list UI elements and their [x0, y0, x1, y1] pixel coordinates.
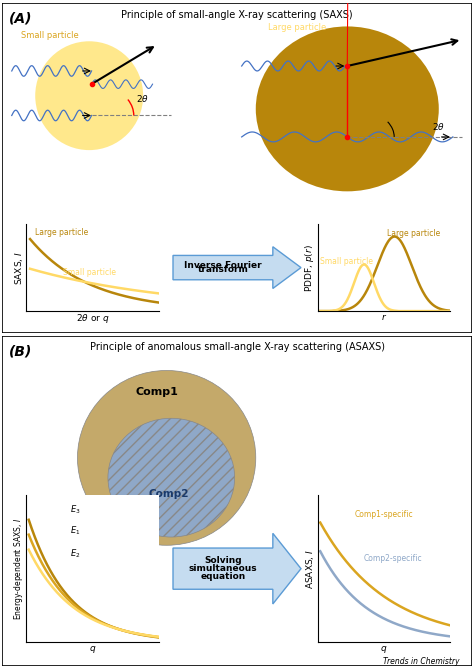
Text: $E_3$: $E_3$	[70, 504, 81, 516]
Text: $E_2$: $E_2$	[70, 548, 80, 561]
Text: Comp2-specific: Comp2-specific	[364, 555, 423, 563]
Polygon shape	[173, 247, 301, 288]
X-axis label: $2\theta$ or $q$: $2\theta$ or $q$	[76, 312, 109, 326]
Y-axis label: Energy-dependent SAXS, $I$: Energy-dependent SAXS, $I$	[12, 518, 25, 619]
Text: Large particle: Large particle	[387, 229, 440, 238]
Text: Large particle: Large particle	[267, 23, 326, 32]
Text: Comp1: Comp1	[136, 387, 179, 397]
Ellipse shape	[35, 41, 143, 150]
Polygon shape	[173, 533, 301, 604]
X-axis label: $q$: $q$	[89, 644, 96, 655]
Text: transform: transform	[198, 266, 248, 274]
Text: Principle of small-angle X-ray scattering (SAXS): Principle of small-angle X-ray scatterin…	[121, 10, 353, 20]
Text: Trends in Chemistry: Trends in Chemistry	[383, 657, 460, 666]
Text: equation: equation	[201, 572, 246, 581]
Text: (A): (A)	[9, 11, 33, 25]
Text: Large particle: Large particle	[36, 227, 89, 237]
X-axis label: $r$: $r$	[381, 312, 387, 322]
X-axis label: $q$: $q$	[380, 644, 388, 655]
Text: Small particle: Small particle	[320, 257, 373, 266]
Ellipse shape	[256, 27, 439, 191]
Y-axis label: PDDF, $p(r)$: PDDF, $p(r)$	[303, 244, 316, 292]
Text: Small particle: Small particle	[21, 31, 79, 40]
Y-axis label: ASAXS, $I$: ASAXS, $I$	[304, 549, 316, 589]
Ellipse shape	[77, 371, 256, 545]
Text: $2\theta$: $2\theta$	[432, 121, 445, 132]
Text: Comp1-specific: Comp1-specific	[355, 510, 413, 519]
Text: (B): (B)	[9, 344, 33, 358]
Text: Inverse Fourier: Inverse Fourier	[184, 261, 262, 270]
Text: Principle of anomalous small-angle X-ray scattering (ASAXS): Principle of anomalous small-angle X-ray…	[90, 343, 384, 353]
Text: Solving: Solving	[204, 556, 242, 565]
Text: Comp2: Comp2	[149, 489, 189, 499]
Y-axis label: SAXS, $I$: SAXS, $I$	[13, 251, 25, 284]
Text: $2\theta$: $2\theta$	[136, 93, 149, 104]
Text: $E_1$: $E_1$	[70, 524, 80, 537]
Text: Small particle: Small particle	[63, 268, 116, 276]
Text: simultaneous: simultaneous	[189, 564, 257, 573]
Ellipse shape	[108, 418, 235, 537]
